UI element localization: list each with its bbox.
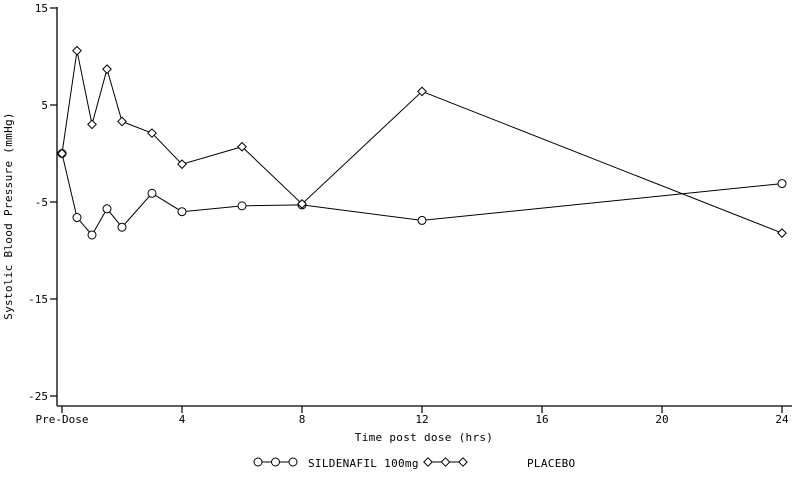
y-axis-title: Systolic Blood Pressure (mmHg) (2, 112, 15, 320)
series-line-placebo (61, 50, 783, 234)
data-marker-placebo (57, 148, 67, 159)
legend-marker-sildenafil-100mg (253, 457, 263, 467)
y-tick-label-25: -25 (28, 390, 48, 403)
data-marker-placebo (87, 119, 97, 130)
data-marker-placebo (117, 116, 127, 127)
data-marker-sildenafil-100mg (177, 207, 187, 217)
legend-marker-placebo (423, 457, 433, 467)
data-marker-sildenafil-100mg (777, 179, 787, 189)
x-tick-label-16: 16 (535, 413, 548, 426)
data-marker-sildenafil-100mg (117, 222, 127, 232)
legend-marker-placebo (458, 457, 468, 467)
data-marker-placebo (177, 159, 187, 170)
legend-label-sildenafil: SILDENAFIL 100mg (308, 457, 419, 470)
data-marker-placebo (417, 86, 427, 97)
legend-marker-sildenafil-100mg (288, 457, 298, 467)
legend-marker-sildenafil-100mg (271, 457, 280, 467)
y-tick-label-15: 15 (35, 2, 48, 15)
data-marker-sildenafil-100mg (72, 213, 82, 223)
legend-label-placebo: PLACEBO (527, 457, 575, 470)
data-marker-sildenafil-100mg (147, 188, 157, 198)
data-marker-placebo (102, 64, 112, 75)
data-marker-sildenafil-100mg (237, 201, 247, 211)
data-marker-sildenafil-100mg (87, 230, 97, 240)
y-tick-label-5: -5 (35, 196, 48, 209)
x-tick-label-12: 12 (415, 413, 428, 426)
data-marker-placebo (72, 45, 82, 56)
x-tick-label-8: 8 (299, 413, 306, 426)
y-tick-label-5: 5 (41, 99, 48, 112)
x-tick-label-24: 24 (775, 413, 789, 426)
x-axis-title: Time post dose (hrs) (355, 431, 493, 444)
legend-marker-placebo (440, 457, 451, 467)
data-marker-placebo (297, 199, 307, 209)
data-marker-sildenafil-100mg (102, 204, 112, 214)
data-marker-placebo (237, 141, 247, 152)
data-marker-sildenafil-100mg (417, 215, 427, 225)
data-marker-placebo (147, 128, 157, 139)
x-tick-label-20: 20 (655, 413, 668, 426)
y-tick-label-15: -15 (28, 293, 48, 306)
x-tick-label-4: 4 (179, 413, 186, 426)
x-tick-label-pre-dose: Pre-Dose (36, 413, 89, 426)
data-marker-placebo (777, 228, 787, 238)
